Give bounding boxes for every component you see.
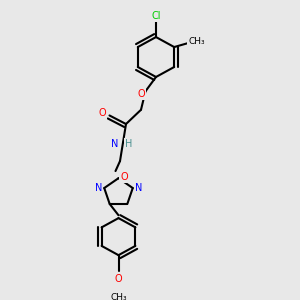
Text: H: H bbox=[125, 139, 132, 149]
Text: O: O bbox=[120, 172, 128, 182]
Text: Cl: Cl bbox=[151, 11, 161, 21]
Text: CH₃: CH₃ bbox=[188, 38, 205, 46]
Text: O: O bbox=[137, 89, 145, 99]
Text: N: N bbox=[135, 183, 142, 193]
Text: O: O bbox=[98, 108, 106, 118]
Text: O: O bbox=[115, 274, 122, 284]
Text: N: N bbox=[111, 139, 118, 149]
Text: N: N bbox=[94, 183, 102, 193]
Text: CH₃: CH₃ bbox=[110, 293, 127, 300]
